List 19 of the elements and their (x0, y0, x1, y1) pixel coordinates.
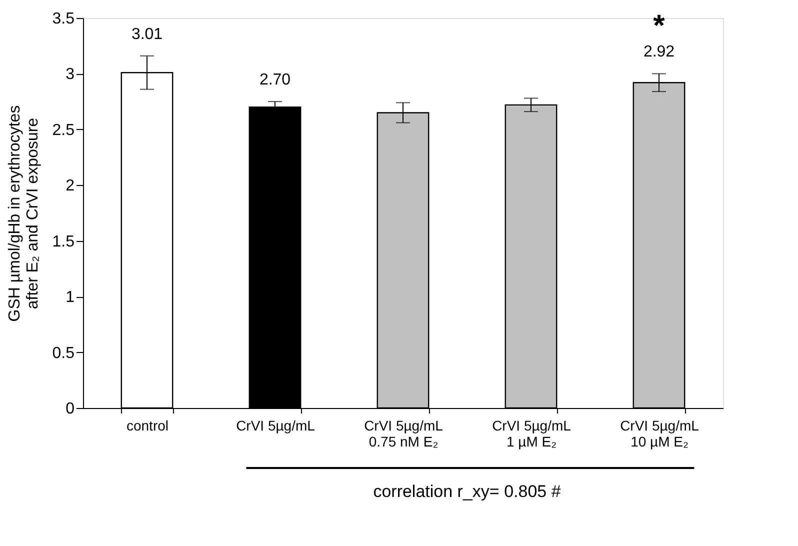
x-tick-label: control (126, 418, 169, 434)
x-tick-label: CrVI 5µg/mL 1 µM E₂ (492, 418, 572, 450)
y-tick-label: 2 (66, 178, 75, 195)
y-tick-label: 2.5 (52, 122, 75, 139)
data-label: 2.70 (259, 72, 291, 89)
annotation: * (653, 10, 666, 43)
y-axis-title: GSH µmol/gHb in erythrocytes after E₂ and CrVI exposure (6, 105, 42, 322)
x-tick-label: CrVI 5µg/mL (236, 418, 316, 434)
data-label: 2.92 (643, 44, 675, 61)
data-label: 3.01 (131, 26, 163, 43)
y-tick-label: 0 (66, 400, 75, 418)
y-tick-label: 1 (66, 289, 75, 306)
y-tick-label: 0.5 (52, 344, 75, 362)
x-tick-label: CrVI 5µg/mL 10 µM E₂ (620, 418, 700, 450)
y-tick-label: 3 (66, 66, 75, 84)
y-tick-label: 1.5 (52, 233, 75, 250)
text: correlation r_xy= 0.805 # (373, 482, 562, 501)
y-tick-label: 3.5 (52, 10, 75, 28)
x-tick-label: CrVI 5µg/mL 0.75 nM E₂ (364, 418, 444, 450)
